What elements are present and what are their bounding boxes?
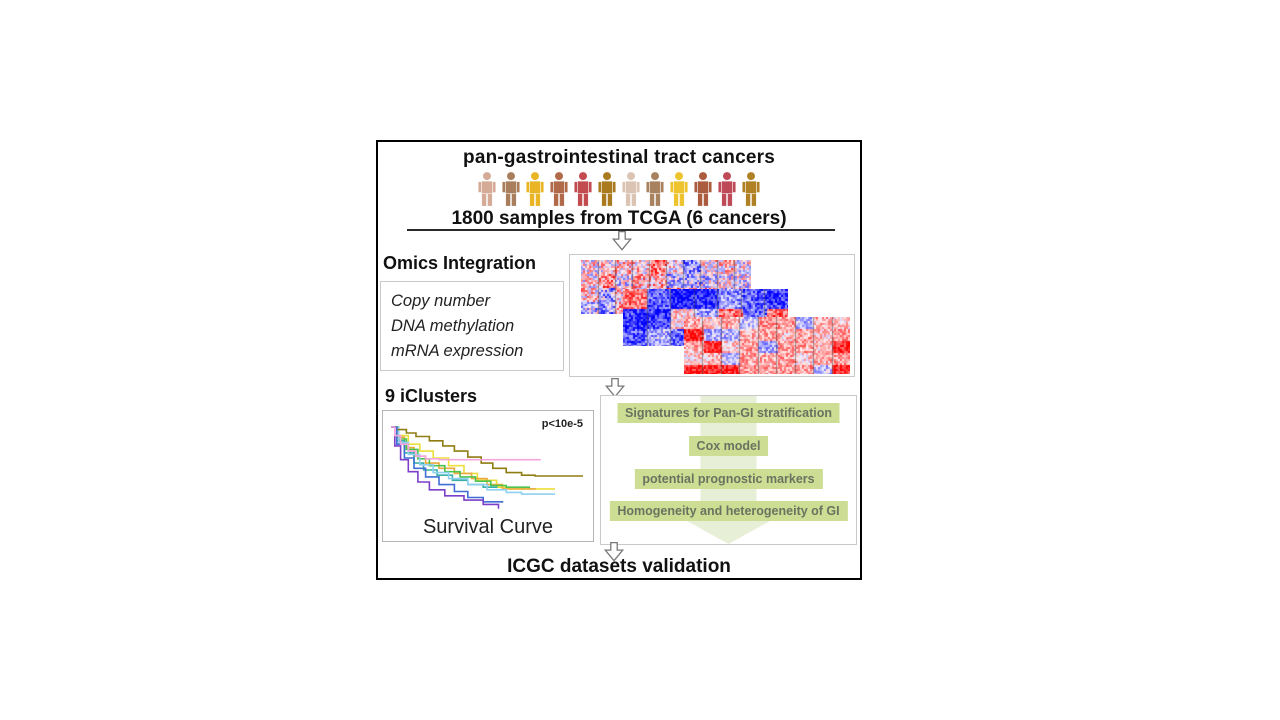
survival-curve-label: Survival Curve bbox=[422, 516, 554, 538]
omics-item-dna-methylation: DNA methylation bbox=[391, 317, 515, 335]
person-icon bbox=[550, 172, 568, 206]
patient-icons-row bbox=[378, 169, 860, 208]
omics-item-mrna-expression: mRNA expression bbox=[391, 342, 524, 360]
pipeline-step-prognostic-markers: potential prognostic markers bbox=[634, 469, 823, 489]
survival-curve-panel: p<10e-5 Survival Curve bbox=[382, 410, 594, 542]
person-icon bbox=[670, 172, 688, 206]
survival-curve-plot bbox=[391, 426, 583, 509]
down-arrow-icon bbox=[603, 542, 625, 562]
cluster-purple-curve bbox=[391, 426, 500, 509]
person-icon bbox=[502, 172, 520, 206]
workflow-figure: pan-gastrointestinal tract cancers 1800 … bbox=[376, 140, 862, 580]
pipeline-step-homogeneity: Homogeneity and heterogeneity of GI bbox=[609, 501, 848, 521]
iclusters-heading: 9 iClusters bbox=[385, 386, 478, 406]
person-icon bbox=[622, 172, 640, 206]
p-value-label: p<10e-5 bbox=[541, 418, 583, 430]
pipeline-step-cox-model: Cox model bbox=[688, 436, 769, 456]
cluster-pink-curve bbox=[391, 426, 541, 461]
person-icon bbox=[574, 172, 592, 206]
down-arrow-icon bbox=[604, 378, 626, 398]
omics-item-copy-number: Copy number bbox=[391, 292, 491, 310]
heatmap-mrna-expression bbox=[684, 317, 850, 374]
divider-line bbox=[407, 229, 835, 231]
down-arrow-icon bbox=[611, 231, 633, 251]
person-icon bbox=[694, 172, 712, 206]
cluster-olive-curve bbox=[391, 426, 583, 477]
omics-heatmaps-panel bbox=[569, 254, 855, 377]
analysis-pipeline-panel: Signatures for Pan-GI stratification Cox… bbox=[600, 395, 857, 545]
person-icon bbox=[646, 172, 664, 206]
omics-integration-heading: Omics Integration bbox=[383, 253, 537, 273]
person-icon bbox=[718, 172, 736, 206]
pipeline-step-signatures: Signatures for Pan-GI stratification bbox=[617, 403, 840, 423]
omics-list-box: Copy number DNA methylation mRNA express… bbox=[380, 281, 564, 371]
person-icon bbox=[526, 172, 544, 206]
figure-title: pan-gastrointestinal tract cancers bbox=[463, 147, 775, 168]
validation-label: ICGC datasets validation bbox=[507, 556, 731, 577]
person-icon bbox=[478, 172, 496, 206]
person-icon bbox=[598, 172, 616, 206]
person-icon bbox=[742, 172, 760, 206]
samples-label: 1800 samples from TCGA (6 cancers) bbox=[451, 208, 787, 229]
